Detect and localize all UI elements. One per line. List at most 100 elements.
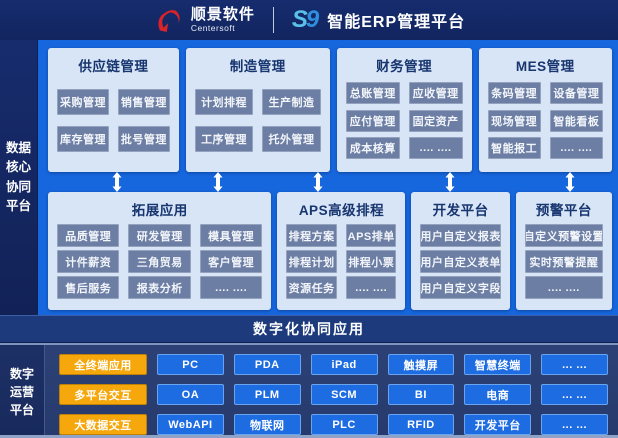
module-chip-研发管理[interactable]: 研发管理 — [128, 224, 191, 247]
terminal-button-WebAPI[interactable]: WebAPI — [157, 414, 224, 435]
brand-name-en: Centersoft — [190, 23, 236, 34]
panel-title: APS高级排程 — [298, 203, 385, 218]
module-chip-[interactable]: .... .... — [549, 136, 603, 159]
category-label-全终端应用[interactable]: 全终端应用 — [59, 354, 147, 375]
module-chip-APS排单[interactable]: APS排单 — [345, 224, 397, 247]
module-chip-成本核算[interactable]: 成本核算 — [345, 136, 400, 159]
brand-block: 顺景软件 Centersoft — [153, 5, 255, 35]
module-chip-批号管理[interactable]: 批号管理 — [117, 126, 170, 153]
module-chip-生产制造[interactable]: 生产制造 — [262, 88, 321, 115]
module-chip-托外管理[interactable]: 托外管理 — [262, 126, 321, 153]
module-chip-工序管理[interactable]: 工序管理 — [194, 126, 254, 153]
terminal-button-[interactable]: ... ... — [541, 384, 608, 405]
double-arrow-icon — [313, 172, 323, 192]
module-chip-排程小票[interactable]: 排程小票 — [345, 250, 397, 273]
terminal-button-PC[interactable]: PC — [157, 354, 224, 375]
module-chip-三角贸易[interactable]: 三角贸易 — [128, 250, 191, 273]
terminal-button-PDA[interactable]: PDA — [233, 354, 301, 375]
module-chip-模具管理[interactable]: 模具管理 — [199, 224, 263, 247]
module-chip-品质管理[interactable]: 品质管理 — [57, 224, 120, 247]
module-chip-应付管理[interactable]: 应付管理 — [345, 109, 400, 132]
module-chip-用户自定义表单[interactable]: 用户自定义表单 — [420, 250, 501, 273]
module-chip-售后服务[interactable]: 售后服务 — [57, 276, 120, 299]
panel-MES管理: MES管理条码管理 设备管理 现场管理 智能看板 智能报工 .... .... — [478, 48, 612, 172]
brand-text: 顺景软件 Centersoft — [191, 7, 255, 33]
module-chip-智能报工[interactable]: 智能报工 — [487, 136, 541, 159]
module-chip-排程计划[interactable]: 排程计划 — [286, 250, 337, 273]
panel-供应链管理: 供应链管理 采购管理 销售管理 库存管理 批号管理 — [48, 48, 179, 172]
module-chip-用户自定义字段[interactable]: 用户自定义字段 — [420, 276, 501, 299]
panel-财务管理: 财务管理总账管理 应收管理 应付管理 固定资产 成本核算 .... .... — [336, 48, 472, 172]
panel-title: 供应链管理 — [78, 59, 149, 74]
header-bar: 顺景软件 Centersoft S9 智能ERP管理平台 — [0, 0, 618, 40]
module-chip-现场管理[interactable]: 现场管理 — [487, 109, 541, 132]
digital-operation-section: 数字 运营 平台 全终端应用 PC PDA iPad 触摸屏 智慧终端 ... ... 多平台… — [0, 343, 618, 438]
double-arrow-icon — [213, 172, 223, 192]
terminal-button-PLM[interactable]: PLM — [233, 384, 301, 405]
module-chip-报表分析[interactable]: 报表分析 — [128, 276, 191, 299]
terminal-button-PLC[interactable]: PLC — [310, 414, 378, 435]
terminal-button-触摸屏[interactable]: 触摸屏 — [387, 354, 455, 375]
terminal-button-智慧终端[interactable]: 智慧终端 — [464, 354, 532, 375]
module-chip-采购管理[interactable]: 采购管理 — [57, 88, 109, 115]
terminal-button-[interactable]: ... ... — [541, 354, 608, 375]
double-arrow-icon — [445, 172, 455, 192]
brand-name-cn: 顺景软件 — [190, 6, 255, 24]
terminal-button-SCM[interactable]: SCM — [310, 384, 378, 405]
centersoft-swirl-icon — [158, 7, 180, 32]
module-chip-用户自定义报表[interactable]: 用户自定义报表 — [420, 224, 501, 247]
module-chip-销售管理[interactable]: 销售管理 — [117, 88, 170, 115]
module-chip-[interactable]: .... .... — [524, 276, 603, 299]
panel-module-grid: 总账管理 应收管理 应付管理 固定资产 成本核算 .... .... — [337, 75, 472, 172]
category-label-大数据交互[interactable]: 大数据交互 — [59, 414, 147, 435]
module-chip-排程方案[interactable]: 排程方案 — [286, 224, 337, 247]
module-chip-实时预警提醒[interactable]: 实时预警提醒 — [524, 250, 603, 273]
terminal-button-OA[interactable]: OA — [157, 384, 224, 405]
panel-title: 拓展应用 — [131, 203, 188, 218]
module-chip-客户管理[interactable]: 客户管理 — [199, 250, 263, 273]
module-chip-[interactable]: .... .... — [345, 276, 397, 299]
panel-module-grid: 自定义预警设置 实时预警提醒 .... .... — [516, 219, 612, 310]
product-title: 智能ERP管理平台 — [327, 14, 466, 31]
header-divider — [272, 7, 274, 33]
panel-预警平台: 预警平台 自定义预警设置 实时预警提醒 .... .... — [515, 192, 612, 310]
panel-拓展应用: 拓展应用 品质管理 研发管理 模具管理计件薪资 三角贸易 客户管理售后服务 报表分析....… — [48, 192, 272, 310]
main-area: 数据 核心 协同 平台 供应链管理 采购管理 销售管理 库存管理 批号管理 制造管理 计划排… — [0, 40, 618, 315]
s9-logo-9: 9 — [305, 6, 319, 33]
panel-module-grid: 条码管理 设备管理 现场管理 智能看板 智能报工 .... .... — [479, 75, 612, 172]
flow-arrow-strip — [48, 172, 612, 192]
module-chip-固定资产[interactable]: 固定资产 — [408, 109, 463, 132]
digital-collaboration-bar: 数字化协同应用 — [0, 315, 618, 343]
terminal-button-iPad[interactable]: iPad — [310, 354, 378, 375]
panel-title: MES管理 — [515, 59, 575, 74]
module-chip-条码管理[interactable]: 条码管理 — [487, 82, 541, 105]
terminal-button-电商[interactable]: 电商 — [464, 384, 532, 405]
module-chip-智能看板[interactable]: 智能看板 — [549, 109, 603, 132]
module-chip-设备管理[interactable]: 设备管理 — [549, 82, 603, 105]
panel-module-grid: 排程方案 APS排单 排程计划 排程小票 资源任务 .... .... — [277, 219, 405, 310]
module-chip-资源任务[interactable]: 资源任务 — [286, 276, 337, 299]
module-chip-总账管理[interactable]: 总账管理 — [345, 82, 400, 105]
terminal-button-物联网[interactable]: 物联网 — [233, 414, 301, 435]
module-chip-计划排程[interactable]: 计划排程 — [194, 88, 254, 115]
panel-title: 财务管理 — [376, 59, 433, 74]
terminal-button-开发平台[interactable]: 开发平台 — [464, 414, 532, 435]
module-chip-自定义预警设置[interactable]: 自定义预警设置 — [524, 224, 603, 247]
sidebar-data-core-platform: 数据 核心 协同 平台 — [0, 40, 38, 315]
category-label-多平台交互[interactable]: 多平台交互 — [59, 384, 147, 405]
panel-row-1: 供应链管理 采购管理 销售管理 库存管理 批号管理 制造管理 计划排程 生产制造 工序管理 托外管… — [48, 48, 612, 172]
module-chip-计件薪资[interactable]: 计件薪资 — [57, 250, 120, 273]
double-arrow-icon — [565, 172, 575, 192]
panel-module-grid: 计划排程 生产制造 工序管理 托外管理 — [186, 75, 330, 172]
double-arrow-icon — [112, 172, 122, 192]
module-chip-[interactable]: .... .... — [199, 276, 263, 299]
panel-module-grid: 用户自定义报表 用户自定义表单 用户自定义字段 — [411, 219, 509, 310]
terminal-button-RFID[interactable]: RFID — [387, 414, 455, 435]
terminal-button-BI[interactable]: BI — [387, 384, 455, 405]
module-chip-库存管理[interactable]: 库存管理 — [57, 126, 109, 153]
module-chip-[interactable]: .... .... — [408, 136, 463, 159]
panel-module-grid: 采购管理 销售管理 库存管理 批号管理 — [48, 75, 179, 172]
module-chip-应收管理[interactable]: 应收管理 — [408, 82, 463, 105]
terminal-button-[interactable]: ... ... — [541, 414, 608, 435]
